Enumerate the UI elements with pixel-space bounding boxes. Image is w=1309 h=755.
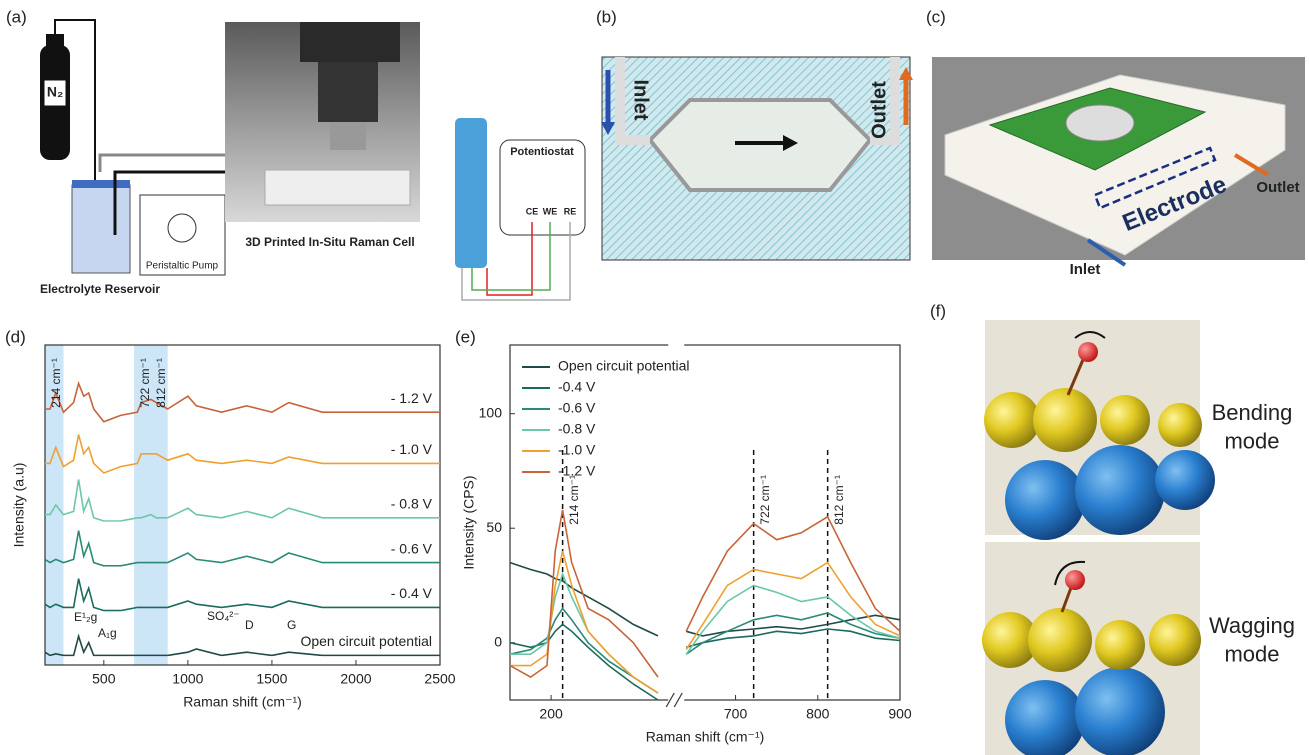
x-tick-label: 1500 [256,671,287,687]
spectrum-line [45,531,440,566]
gas-label: N₂ [47,84,63,100]
spectrum-line [45,435,440,473]
legend-label: -0.4 V [558,379,596,395]
legend-label: Open circuit potential [558,358,690,374]
outlet-label: Outlet [1256,179,1299,196]
raman-cell [265,170,410,205]
panel-label: (b) [596,7,617,26]
legend-label: -0.8 V [558,421,596,437]
peak-label: D [245,618,254,632]
y-tick-label: 50 [486,519,502,535]
potentiostat-label: Potentiostat [510,146,574,158]
atom [1075,667,1165,755]
bending-image [984,320,1215,540]
panel-label: (e) [455,327,476,346]
x-tick-label: 700 [724,706,748,722]
spectrum-line [510,510,900,677]
y-axis-label: Intensity (a.u) [11,463,27,548]
x-tick-label: 1000 [172,671,203,687]
electrode-label: WE [543,206,558,216]
spectrum-line [45,479,440,521]
panel-label: (d) [5,327,26,346]
atom [1158,403,1202,447]
x-tick-label: 500 [92,671,116,687]
inlet-label: Inlet [630,79,652,120]
peak-label: 214 cm⁻¹ [49,358,63,408]
microscope-head [300,22,400,62]
panel-label: (c) [926,7,946,26]
series-label: - 0.6 V [391,540,433,556]
spectrum-line [45,579,440,611]
inlet-label: Inlet [1070,261,1101,278]
wagging-image [982,542,1201,755]
x-axis-label: Raman shift (cm⁻¹) [646,729,765,745]
x-tick-label: 2000 [340,671,371,687]
atom [1033,388,1097,452]
window [1066,105,1134,141]
panel-a: (a) N₂ Electrolyte Reservoir Peristaltic… [6,7,585,300]
peak-label: 812 cm⁻¹ [154,358,168,408]
y-axis-label: Intensity (CPS) [461,475,477,569]
atom [984,392,1040,448]
axis-break [668,339,684,351]
peak-label: E¹₂g [74,610,97,624]
atom [1075,445,1165,535]
reference-label: 812 cm⁻¹ [832,475,846,525]
reservoir-cap [72,180,130,188]
atom [1078,342,1098,362]
y-tick-label: 0 [494,633,502,649]
outlet-label: Outlet [868,81,890,139]
reservoir [72,185,130,273]
panel-b: (b) Inlet Outlet [596,7,913,260]
y-tick-label: 100 [479,404,503,420]
atom [1149,614,1201,666]
legend-label: -1.0 V [558,442,596,458]
tube [100,155,240,180]
panel-label: (f) [930,301,946,320]
reference-label: 722 cm⁻¹ [758,475,772,525]
valve [46,34,64,48]
peak-label: G [287,618,296,632]
lens [330,122,366,150]
peak-label: 722 cm⁻¹ [138,358,152,408]
panel-c: (c) Electrode Outlet Inlet [926,7,1305,277]
series-label: - 1.0 V [391,441,433,457]
cell-label: 3D Printed In-Situ Raman Cell [245,235,414,249]
series-label: - 0.4 V [391,585,433,601]
panel-f: (f) Bendingmode Waggingmode [930,301,1295,755]
atom [1005,460,1085,540]
series-label: Open circuit potential [300,633,432,649]
legend-label: -1.2 V [558,463,596,479]
reservoir-label: Electrolyte Reservoir [40,282,160,296]
legend-label: -0.6 V [558,400,596,416]
spectrum-line [45,383,440,421]
series-label: - 1.2 V [391,390,433,406]
electrode-label: RE [564,206,577,216]
peak-label: SO₄²⁻ [207,609,240,623]
objective [318,62,378,122]
atom [1065,570,1085,590]
atom [1155,450,1215,510]
electrode-strip [455,118,487,268]
peak-label: A₁g [98,626,117,640]
atom [1028,608,1092,672]
x-tick-label: 2500 [424,671,455,687]
x-tick-label: 200 [539,706,563,722]
series-label: - 0.8 V [391,496,433,512]
atom [1100,395,1150,445]
figure: (a) N₂ Electrolyte Reservoir Peristaltic… [0,0,1309,755]
x-axis-label: Raman shift (cm⁻¹) [183,694,302,710]
x-tick-label: 800 [806,706,830,722]
electrode-label: CE [526,206,539,216]
x-tick-label: 900 [888,706,912,722]
plot-frame [45,345,440,665]
reference-label: 214 cm⁻¹ [567,475,581,525]
panel-label: (a) [6,7,27,26]
atom [1095,620,1145,670]
pump-label: Peristaltic Pump [146,261,219,272]
